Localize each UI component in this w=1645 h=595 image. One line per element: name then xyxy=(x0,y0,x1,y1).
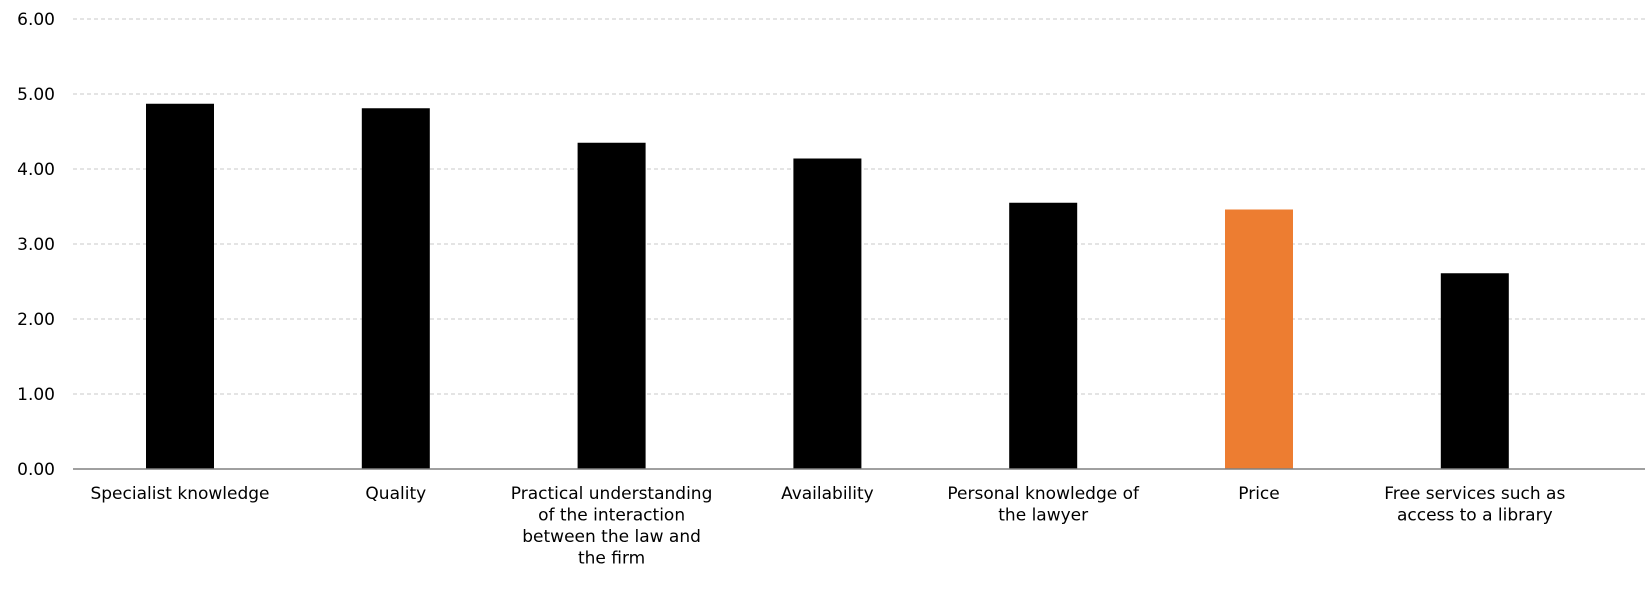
bars xyxy=(146,103,1509,469)
x-tick-label: Free services such as access to a library xyxy=(1384,484,1565,526)
x-tick-label: Personal knowledge of the lawyer xyxy=(947,484,1140,526)
bar xyxy=(793,158,862,469)
y-tick-label: 5.00 xyxy=(17,85,55,105)
y-axis-tick-labels: 0.00 1.00 2.00 3.00 4.00 5.00 6.00 xyxy=(17,10,55,480)
bar xyxy=(577,142,646,469)
x-tick-label: Quality xyxy=(365,484,426,504)
bar xyxy=(361,108,430,469)
x-tick-label: Price xyxy=(1238,484,1279,504)
y-tick-label: 3.00 xyxy=(17,235,55,255)
y-tick-label: 6.00 xyxy=(17,10,55,30)
x-tick-label: Specialist knowledge xyxy=(90,484,269,504)
bar xyxy=(1225,209,1293,469)
bar xyxy=(1009,202,1078,469)
y-tick-label: 0.00 xyxy=(17,460,55,480)
y-tick-label: 4.00 xyxy=(17,160,55,180)
x-tick-label: Practical understanding of the interactio… xyxy=(511,484,713,569)
x-axis-category-labels: Specialist knowledge Quality Practical und… xyxy=(90,484,1565,569)
y-tick-label: 1.00 xyxy=(17,385,55,405)
bar xyxy=(1440,273,1509,469)
y-tick-label: 2.00 xyxy=(17,310,55,330)
bar xyxy=(146,103,214,469)
x-tick-label: Availability xyxy=(781,484,874,504)
